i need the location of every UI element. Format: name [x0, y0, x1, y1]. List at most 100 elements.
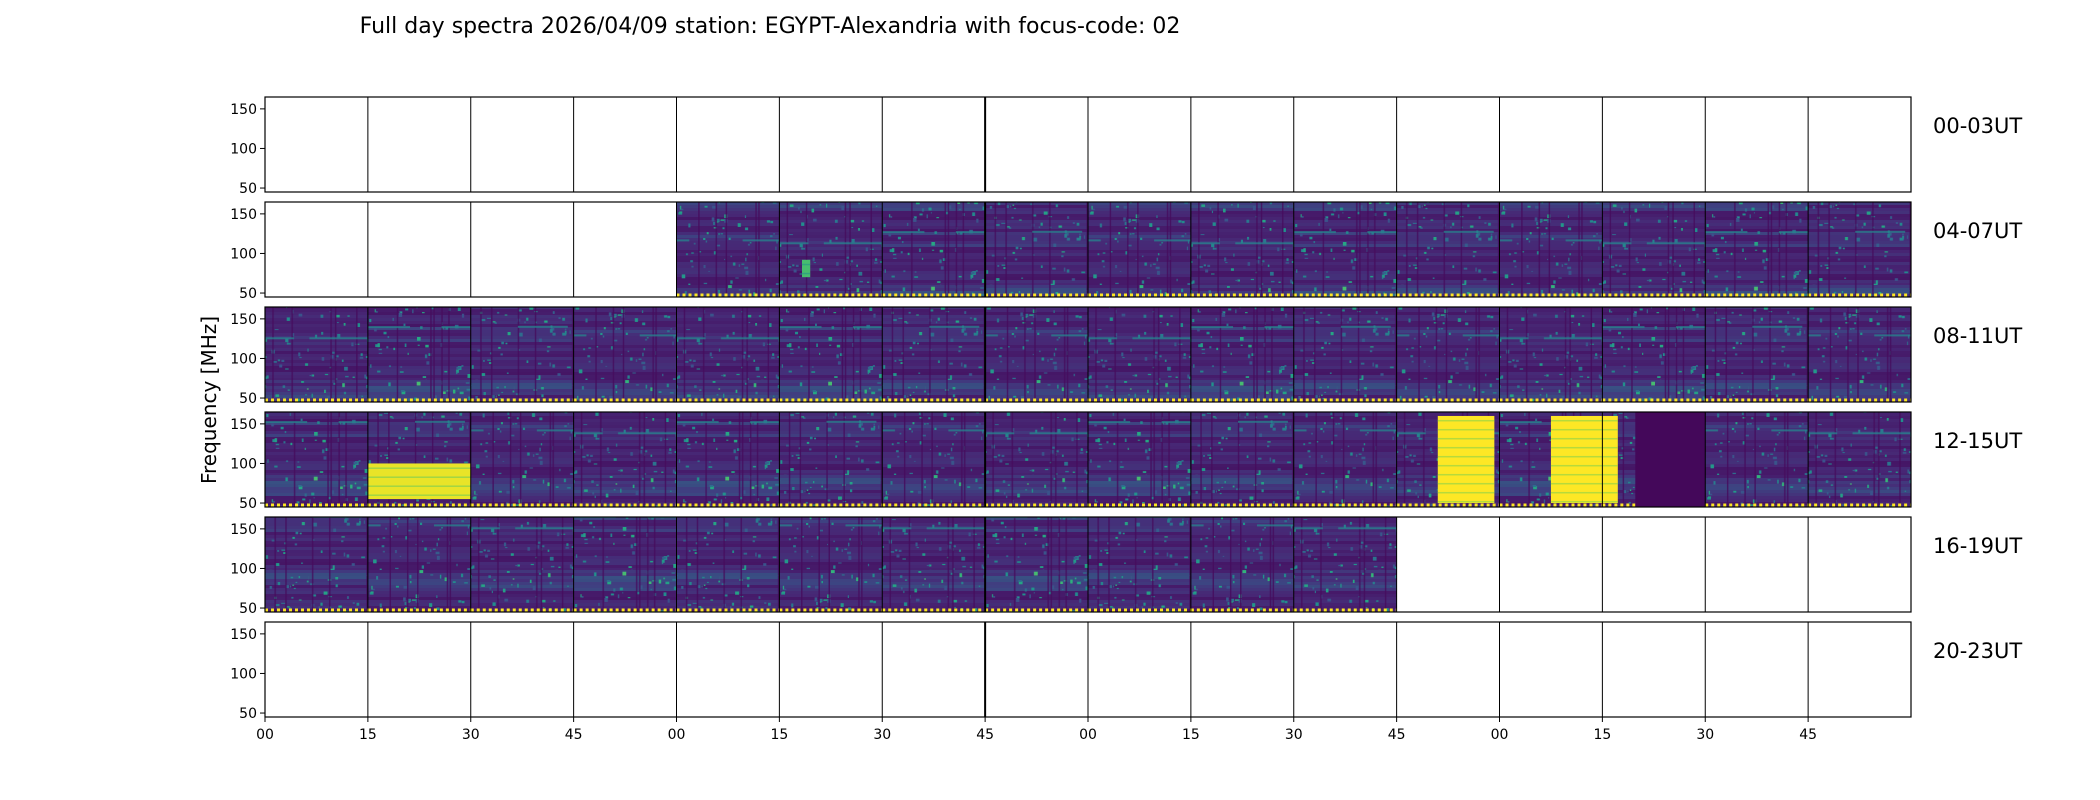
- spectrum-image: [1190, 202, 1294, 297]
- spectrum-panel: [573, 517, 677, 612]
- burst-region: [1550, 415, 1603, 504]
- x-tick-label: 45: [565, 727, 583, 743]
- empty-panel: [1499, 97, 1603, 192]
- y-tick-label: 100: [230, 456, 257, 472]
- y-tick-label: 100: [230, 351, 257, 367]
- burst-texture: [1437, 437, 1495, 440]
- spectrum-panel: [573, 412, 677, 507]
- x-tick-label: 00: [256, 727, 274, 743]
- burst-texture: [802, 263, 811, 266]
- spectrum-image: [676, 202, 780, 297]
- y-axis-label: Frequency [MHz]: [197, 316, 221, 484]
- spectrum-panel: [1396, 202, 1500, 297]
- y-tick-label: 150: [230, 312, 257, 328]
- spectrum-panel: [470, 517, 574, 612]
- empty-panel: [1808, 97, 1911, 192]
- empty-panel: [470, 202, 574, 297]
- y-tick-label: 50: [239, 181, 257, 197]
- burst-fill: [1550, 415, 1603, 504]
- spectrum-panel: [1602, 97, 1706, 192]
- y-tick-label: 100: [230, 246, 257, 262]
- spectra-row: 50 100 150 04-07UT: [230, 201, 2022, 302]
- empty-panel: [1705, 622, 1809, 717]
- spectra-row: 50 100 150 16-19UT: [230, 516, 2022, 617]
- row-label: 16-19UT: [1933, 534, 2022, 558]
- empty-panel: [367, 202, 471, 297]
- spectrum-image: [367, 307, 471, 402]
- spectrum-image: [573, 307, 677, 402]
- burst-texture: [1437, 464, 1495, 467]
- spectrum-image: [1602, 307, 1706, 402]
- spectrum-image: [470, 517, 574, 612]
- spectrum-panel: [882, 412, 986, 507]
- spectrum-image: [1190, 517, 1294, 612]
- y-tick-label: 150: [230, 627, 257, 643]
- spectrum-panel: [573, 622, 677, 717]
- spectrum-panel: [779, 97, 883, 192]
- spectrum-panel: [985, 97, 1088, 192]
- spectrum-panel: [367, 622, 471, 717]
- spectrum-panel: [1602, 307, 1706, 402]
- empty-panel: [573, 202, 677, 297]
- y-tick-label: 50: [239, 286, 257, 302]
- spectrum-image: [882, 517, 986, 612]
- burst-texture: [1437, 500, 1495, 503]
- spectrum-panel: [265, 517, 368, 612]
- spectrum-panel: [676, 97, 780, 192]
- spectrum-panel: [1705, 517, 1809, 612]
- spectrum-panel: [1293, 412, 1397, 507]
- spectrum-image: [1499, 307, 1603, 402]
- empty-panel: [1705, 517, 1809, 612]
- empty-panel: [1602, 622, 1706, 717]
- burst-texture: [1602, 491, 1618, 494]
- spectrum-panel: [470, 97, 574, 192]
- spectrum-panel: [1396, 97, 1500, 192]
- spectrum-panel: [882, 97, 986, 192]
- empty-panel: [470, 622, 574, 717]
- spectrum-image: [470, 307, 574, 402]
- empty-panel: [1705, 97, 1809, 192]
- spectrum-panel: [1190, 307, 1294, 402]
- spectrum-panel: [1190, 202, 1294, 297]
- spectrum-image: [1190, 412, 1294, 507]
- spectrum-panel: [676, 202, 780, 297]
- spectrum-image: [1088, 202, 1191, 297]
- x-tick-label: 45: [1799, 727, 1817, 743]
- spectrum-image: [882, 307, 986, 402]
- x-tick-label: 15: [1593, 727, 1611, 743]
- burst-texture: [802, 272, 811, 275]
- empty-panel: [573, 622, 677, 717]
- burst-texture: [1550, 437, 1603, 440]
- burst-texture: [1437, 428, 1495, 431]
- spectrum-image: [1705, 412, 1809, 507]
- spectra-row: 50 100 150 00-03UT: [230, 96, 2022, 197]
- burst-texture: [1550, 455, 1603, 458]
- spectrum-panel: [265, 307, 368, 402]
- panels-layer: 50 100 150 00-03UT 50 100 150 04-07UT 50 100 150 08…: [230, 96, 2022, 743]
- spectrum-panel: [779, 517, 883, 612]
- empty-panel: [1190, 97, 1294, 192]
- burst-texture: [1602, 500, 1618, 503]
- y-tick-label: 100: [230, 141, 257, 157]
- spectrum-panel: [985, 412, 1088, 507]
- spectrum-panel: [573, 97, 677, 192]
- burst-texture: [1550, 446, 1603, 449]
- empty-panel: [1088, 97, 1191, 192]
- spectrum-panel: [882, 517, 986, 612]
- spectrum-image: [470, 412, 574, 507]
- x-tick-label: 00: [1079, 727, 1097, 743]
- x-tick-label: 00: [1491, 727, 1509, 743]
- spectrum-panel: [265, 622, 368, 717]
- x-tick-label: 15: [1182, 727, 1200, 743]
- spectrum-panel: [779, 622, 883, 717]
- spectrum-image: [265, 412, 368, 507]
- row-label: 00-03UT: [1933, 114, 2022, 138]
- empty-panel: [1499, 622, 1603, 717]
- x-tick-label: 30: [873, 727, 891, 743]
- burst-texture: [367, 467, 471, 469]
- spectrum-panel: [1808, 307, 1911, 402]
- burst-texture: [1550, 491, 1603, 494]
- spectrum-panel: [1499, 307, 1603, 402]
